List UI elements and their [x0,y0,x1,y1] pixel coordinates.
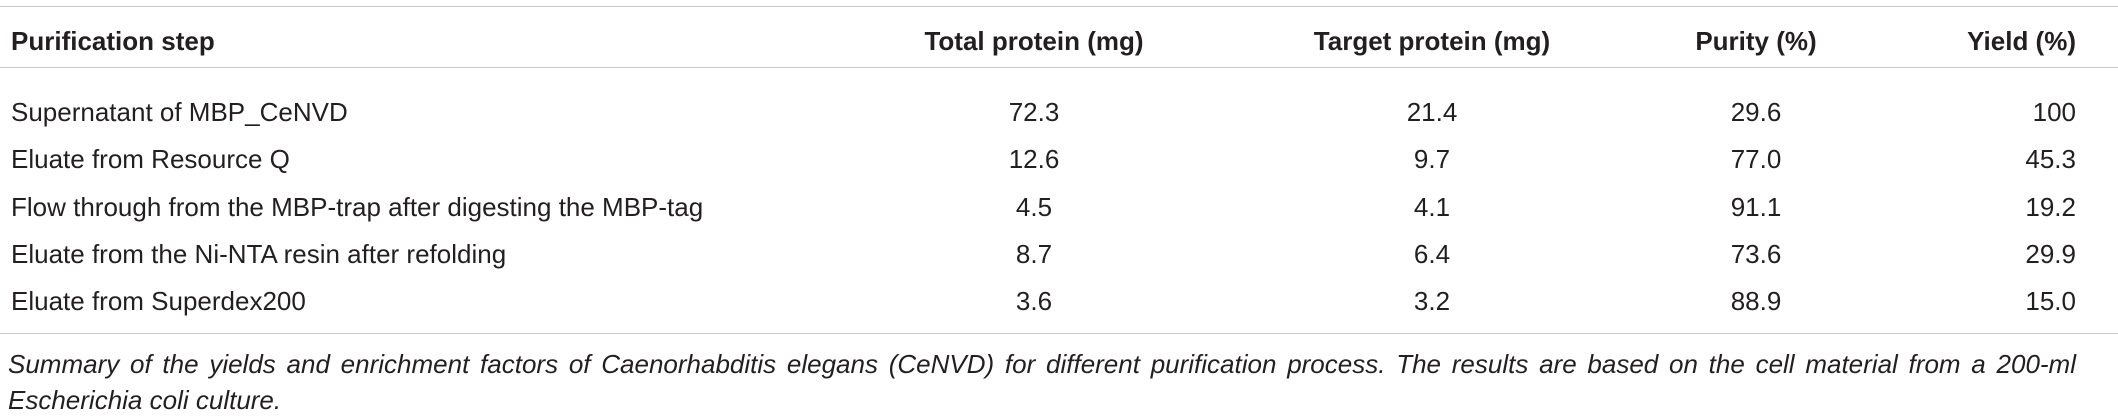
row-label: Flow through from the MBP-trap after dig… [11,191,704,222]
table-cell: 29.9 [2025,238,2076,269]
header-cell: Target protein (mg) [1313,26,1551,56]
table-cell: 8.7 [1015,238,1053,269]
table-cell: 4.1 [1413,191,1451,222]
table-cell: 19.2 [2025,191,2076,222]
top-rule [0,6,2118,7]
header-rule [0,67,2118,68]
table-cell: 21.4 [1406,97,1458,127]
table-cell: 4.5 [1015,191,1053,222]
table-cell: 6.4 [1413,238,1451,269]
row-label: Eluate from Resource Q [11,144,290,175]
table-cell: 15.0 [2025,286,2076,317]
table-cell: 91.1 [1730,191,1782,222]
table-cell: 88.9 [1730,286,1782,317]
table-cell: 72.3 [1008,97,1060,127]
table-cell: 3.2 [1413,286,1451,317]
table-cell: 29.6 [1730,97,1782,127]
header-cell: Yield (%) [1967,26,2076,56]
header-cell: Purity (%) [1695,26,1817,56]
row-label: Supernatant of MBP_CeNVD [11,97,348,127]
table-cell: 100 [2032,97,2076,127]
table-cell: 45.3 [2025,144,2076,175]
table-cell: 3.6 [1015,286,1053,317]
table-cell: 12.6 [1008,144,1060,175]
header-cell: Purification step [11,26,215,56]
header-cell: Total protein (mg) [924,26,1144,56]
bottom-rule [0,333,2118,334]
row-label: Eluate from the Ni-NTA resin after refol… [11,238,507,269]
table-cell: 73.6 [1730,238,1782,269]
row-label: Eluate from Superdex200 [11,286,306,317]
table-caption: Summary of the yields and enrichment fac… [8,349,2076,415]
table-cell: 77.0 [1730,144,1782,175]
table-cell: 9.7 [1413,144,1451,175]
